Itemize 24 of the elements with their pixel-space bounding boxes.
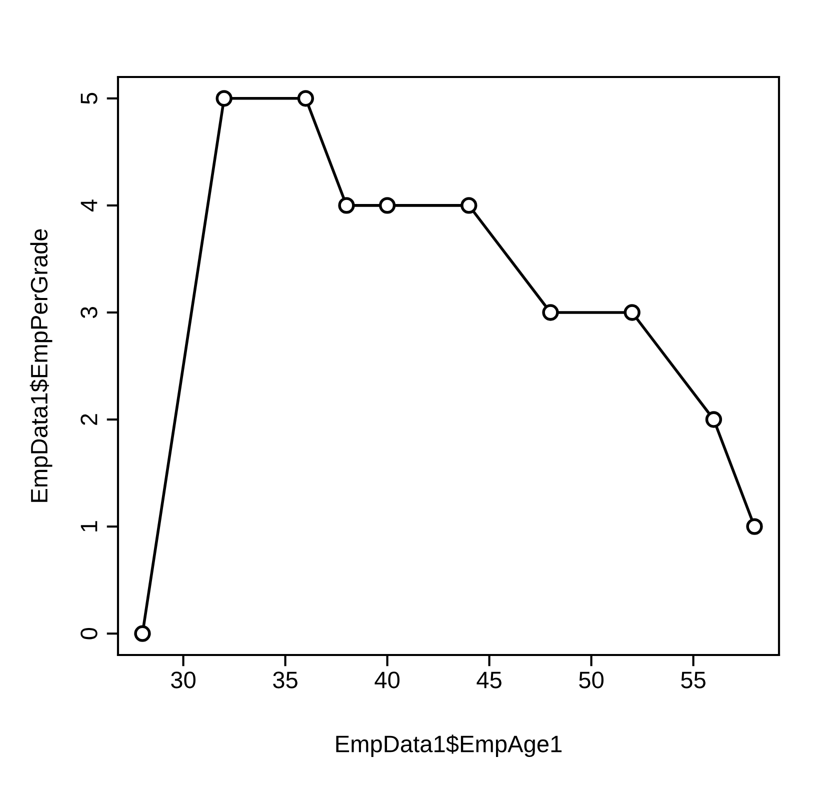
point: [542, 304, 559, 321]
point: [216, 90, 232, 107]
y-axis-title: EmpData1$EmpPerGrade: [30, 229, 52, 502]
x-tick-label: 45: [476, 672, 502, 688]
point: [624, 304, 640, 321]
y-tick-label: 1: [80, 521, 98, 532]
y-tick-label: 4: [80, 200, 98, 212]
point: [134, 625, 151, 642]
point: [338, 197, 355, 214]
point: [705, 411, 722, 428]
x-tick-label: 35: [273, 672, 298, 688]
point: [746, 518, 763, 535]
x-axis-title: EmpData1$EmpAge1: [336, 734, 562, 758]
x-tick-label: 30: [171, 672, 196, 688]
point: [297, 90, 314, 107]
point: [460, 197, 478, 214]
x-tick-label: 55: [681, 672, 706, 688]
y-tick-label: 0: [80, 628, 98, 640]
y-tick-label: 5: [80, 92, 98, 104]
x-tick-label: 40: [374, 672, 400, 688]
x-tick-label: 50: [579, 672, 604, 688]
y-tick-label: 2: [80, 414, 98, 425]
point: [378, 197, 396, 214]
y-tick-label: 3: [80, 306, 98, 318]
